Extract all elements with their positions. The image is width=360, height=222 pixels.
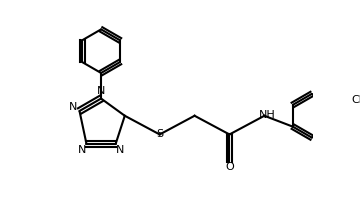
- Text: Cl: Cl: [352, 95, 360, 105]
- Text: N: N: [97, 86, 105, 96]
- Text: S: S: [156, 129, 163, 139]
- Text: O: O: [225, 162, 234, 172]
- Text: N: N: [78, 145, 86, 155]
- Text: N: N: [116, 145, 124, 155]
- Text: NH: NH: [258, 109, 275, 119]
- Text: N: N: [69, 102, 77, 112]
